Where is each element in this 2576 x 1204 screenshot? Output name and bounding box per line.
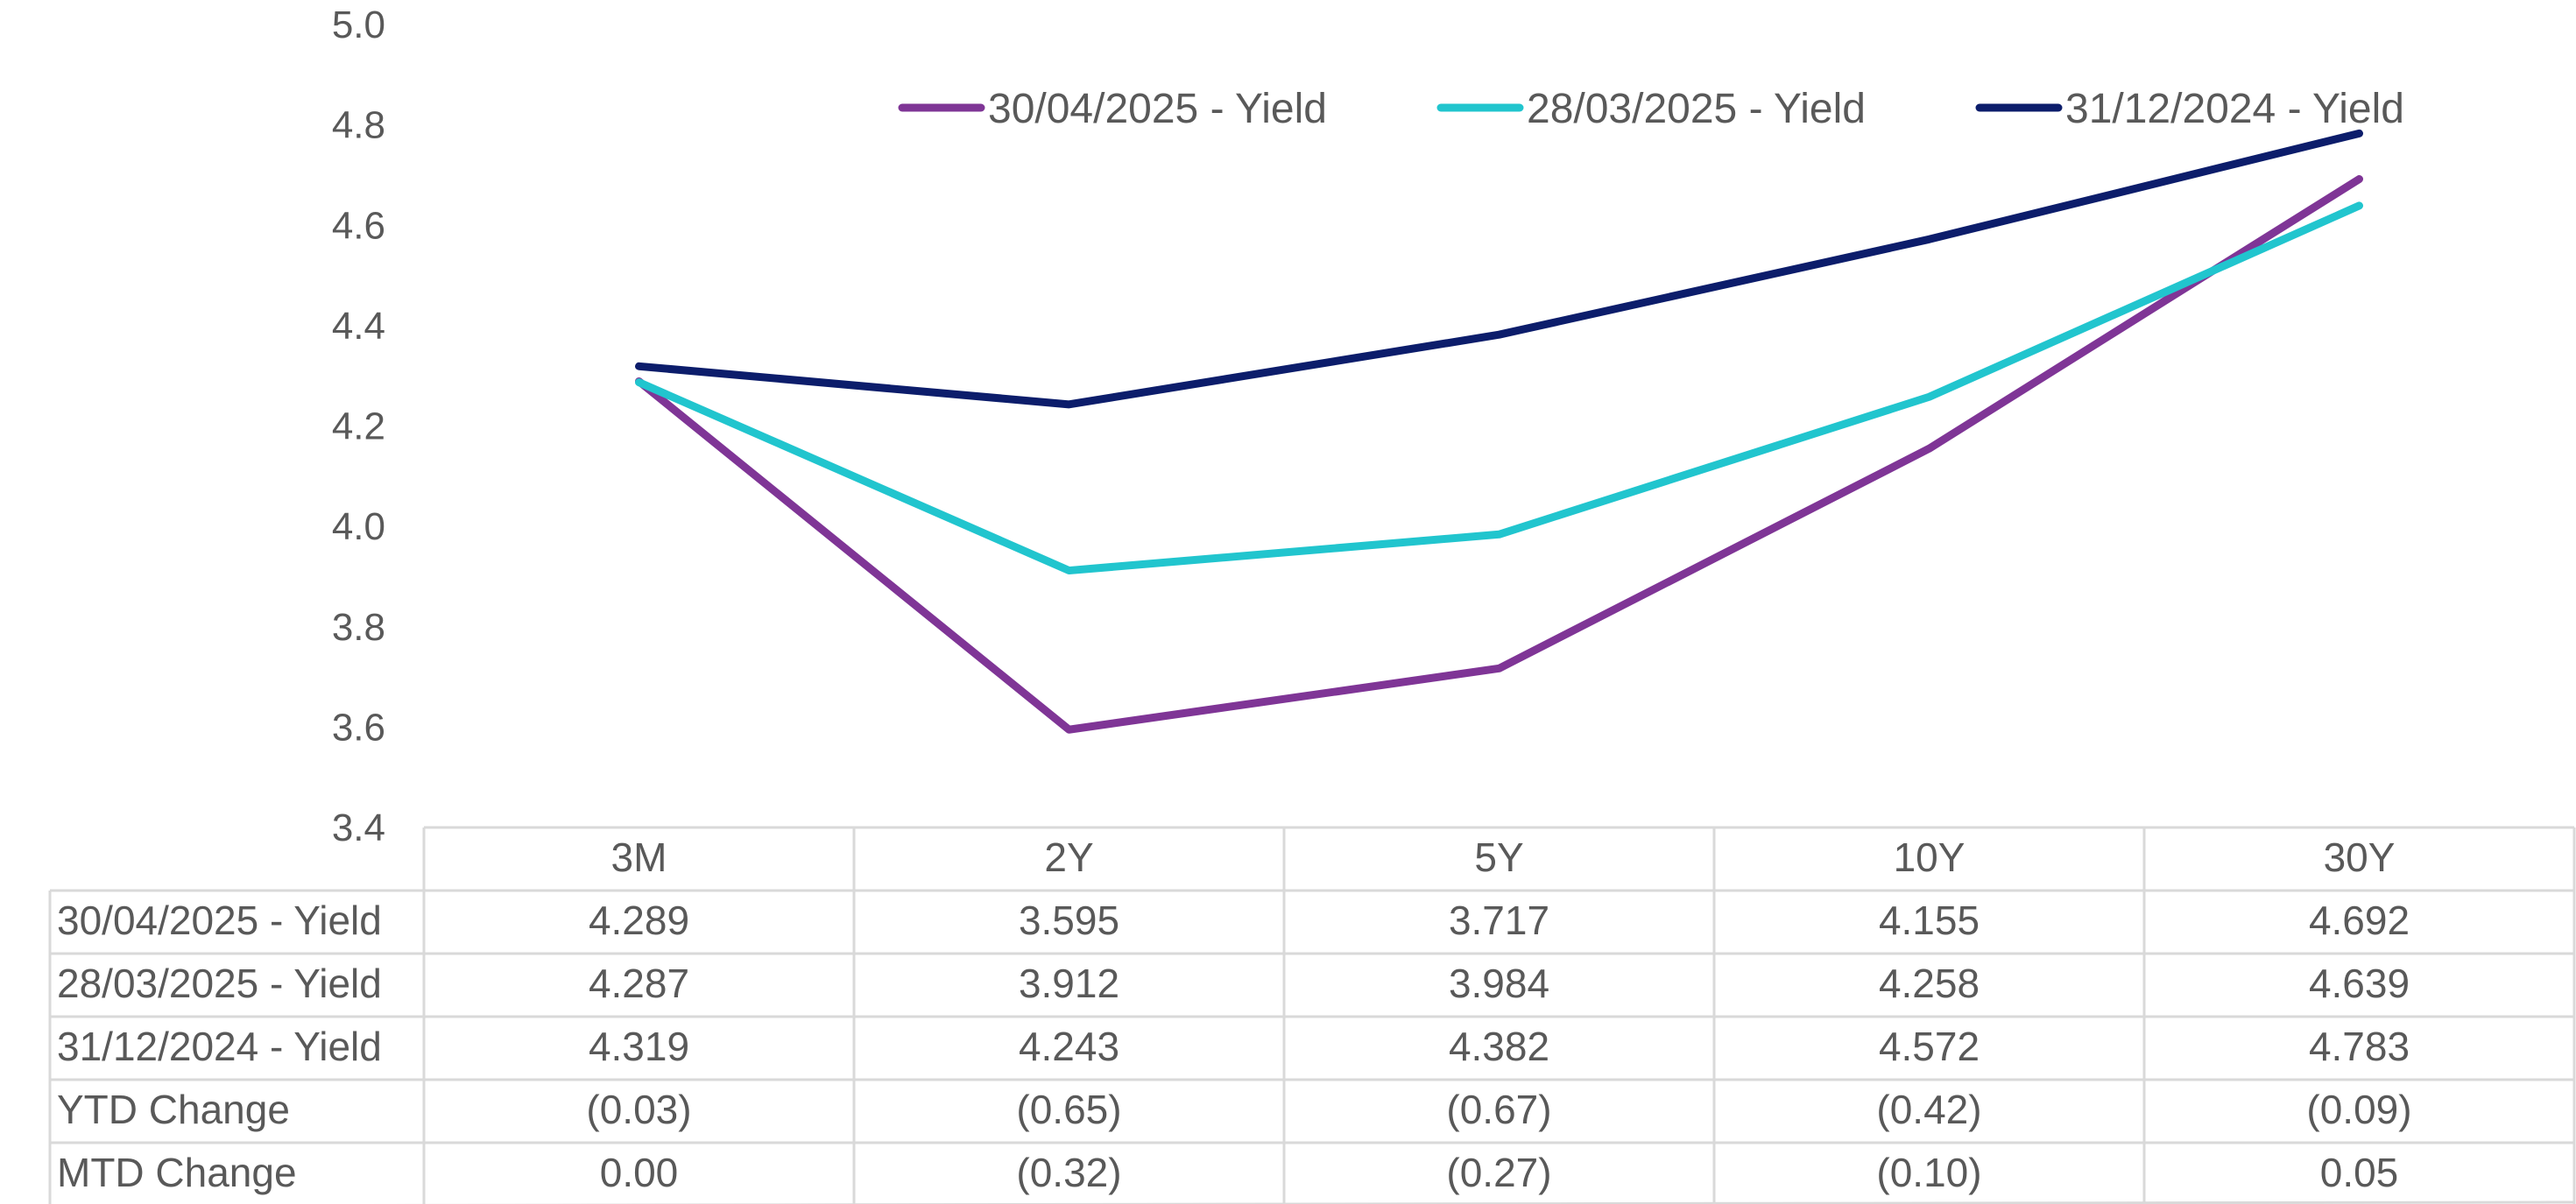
y-tick-label: 4.4: [332, 305, 385, 348]
y-tick-label: 4.8: [332, 104, 385, 147]
table-row-label: 30/04/2025 - Yield: [57, 898, 382, 943]
data-table-grid: [48, 826, 2576, 1204]
table-cell: 4.287: [589, 961, 689, 1006]
table-cell: 3.984: [1449, 961, 1549, 1006]
y-tick-label: 3.6: [332, 706, 385, 749]
table-cell: 4.572: [1879, 1024, 1980, 1069]
y-tick-label: 4.6: [332, 204, 385, 247]
y-tick-label: 3.8: [332, 606, 385, 649]
series-lines: [635, 129, 2363, 734]
legend-label-2: 28/03/2025 - Yield: [1527, 86, 1866, 132]
table-row-label: 31/12/2024 - Yield: [57, 1024, 382, 1069]
table-cell: 4.692: [2309, 898, 2410, 943]
table-cell: (0.27): [1446, 1150, 1551, 1195]
table-cell: 4.289: [589, 898, 689, 943]
x-category-label: 2Y: [1044, 834, 1093, 880]
table-cell: 4.155: [1879, 898, 1980, 943]
table-cell: 4.382: [1449, 1024, 1549, 1069]
table-cell: 0.00: [600, 1150, 679, 1195]
table-cell: 3.717: [1449, 898, 1549, 943]
legend-label-3: 31/12/2024 - Yield: [2065, 86, 2404, 132]
x-category-label: 5Y: [1474, 834, 1523, 880]
table-cell: 4.639: [2309, 961, 2410, 1006]
x-category-label: 30Y: [2324, 834, 2396, 880]
table-cell: (0.67): [1446, 1087, 1551, 1132]
y-axis: 3.4 3.6 3.8 4.0 4.2 4.4 4.6 4.8 5.0: [332, 4, 385, 849]
table-row-label: YTD Change: [57, 1087, 290, 1132]
table-cell: 0.05: [2320, 1150, 2399, 1195]
table-row-label: MTD Change: [57, 1150, 297, 1195]
legend: 30/04/2025 - Yield 28/03/2025 - Yield 31/1…: [898, 86, 2404, 132]
y-tick-label: 5.0: [332, 4, 385, 46]
table-cell: (0.42): [1876, 1087, 1981, 1132]
table-cell: 3.595: [1019, 898, 1119, 943]
y-tick-label: 4.0: [332, 505, 385, 548]
table-row-line: [365, 1200, 2575, 1204]
legend-label-1: 30/04/2025 - Yield: [988, 86, 1327, 132]
series-line-1: [635, 175, 2363, 734]
table-cell: (0.32): [1016, 1150, 1121, 1195]
table-cell: 3.912: [1019, 961, 1119, 1006]
table-row-label: 28/03/2025 - Yield: [57, 961, 382, 1006]
y-tick-label: 3.4: [332, 806, 385, 849]
series-line-3: [635, 129, 2363, 409]
table-cell: (0.03): [586, 1087, 691, 1132]
data-table: 3M 2Y 5Y 10Y 30Y 30/04/2025 - Yield 4.289 3.595…: [57, 834, 2412, 1195]
table-cell: 4.783: [2309, 1024, 2410, 1069]
table-cell: (0.09): [2306, 1087, 2411, 1132]
y-tick-label: 4.2: [332, 405, 385, 448]
x-category-label: 10Y: [1894, 834, 1966, 880]
table-cell: 4.258: [1879, 961, 1980, 1006]
table-cell: (0.65): [1016, 1087, 1121, 1132]
table-cell: 4.319: [589, 1024, 689, 1069]
table-cell: (0.10): [1876, 1150, 1981, 1195]
x-category-label: 3M: [611, 834, 667, 880]
table-cell: 4.243: [1019, 1024, 1119, 1069]
